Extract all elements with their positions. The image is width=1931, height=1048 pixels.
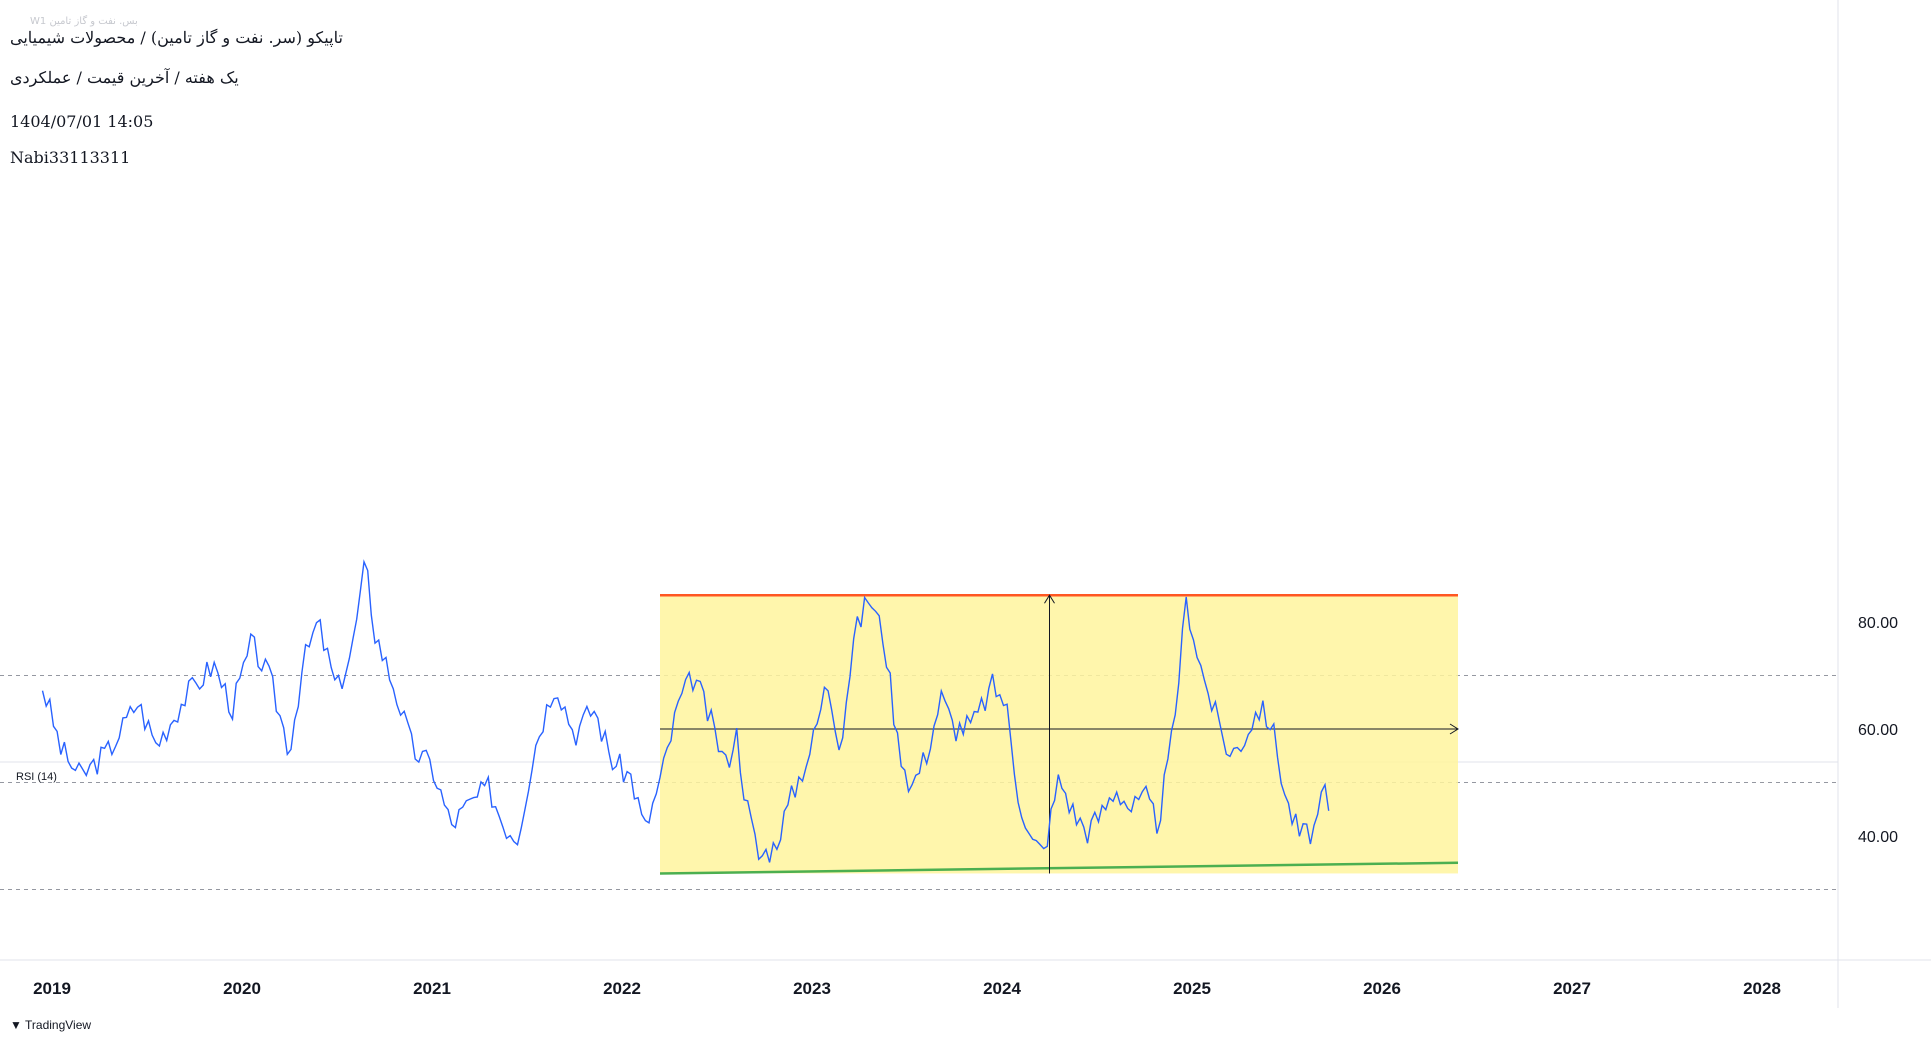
time-tick-2023: 2023 <box>793 979 831 998</box>
rsi-arrow-head-right <box>1449 723 1459 735</box>
time-tick-2020: 2020 <box>223 979 261 998</box>
time-tick-2024: 2024 <box>983 979 1021 998</box>
watermark: Wبس. نفت و گاز تامین 1 <box>30 16 138 27</box>
time-tick-2019: 2019 <box>33 979 71 998</box>
time-tick-2021: 2021 <box>413 979 451 998</box>
chart-subtitle: یک هفته / آخرین قیمت / عملکردی <box>10 68 239 87</box>
tv-icon: ▼ <box>10 1018 22 1032</box>
rsi-label: RSI (14) <box>16 771 57 783</box>
rsi-tick-60: 60.00 <box>1858 722 1898 739</box>
rsi-tick-80: 80.00 <box>1858 615 1898 632</box>
rsi-zone-bottom-line <box>659 861 1459 875</box>
rsi-line <box>41 559 1330 863</box>
time-tick-2028: 2028 <box>1743 979 1781 998</box>
time-tick-2026: 2026 <box>1363 979 1401 998</box>
time-tick-2027: 2027 <box>1553 979 1591 998</box>
tv-logo-text: TradingView <box>25 1018 92 1032</box>
rsi-arrow-head-up <box>1044 594 1055 604</box>
time-tick-2022: 2022 <box>603 979 641 998</box>
chart-title: تاپیکو (سر. نفت و گاز تامین) / محصولات ش… <box>10 28 343 47</box>
chart-author: Nabi33113311 <box>10 148 131 167</box>
tradingview-logo[interactable]: ▼ TradingView <box>10 1018 91 1032</box>
rsi-zone-fill <box>660 595 1458 874</box>
time-tick-2025: 2025 <box>1173 979 1211 998</box>
rsi-layer: RSI (14) <box>0 559 1838 890</box>
axes-layer[interactable]: 2019 2020 2021 2022 2023 2024 2025 2026 2027 2028… <box>33 0 1918 998</box>
rsi-tick-40: 40.00 <box>1858 829 1898 846</box>
chart-datetime: 1404/07/01 14:05 <box>10 112 154 131</box>
